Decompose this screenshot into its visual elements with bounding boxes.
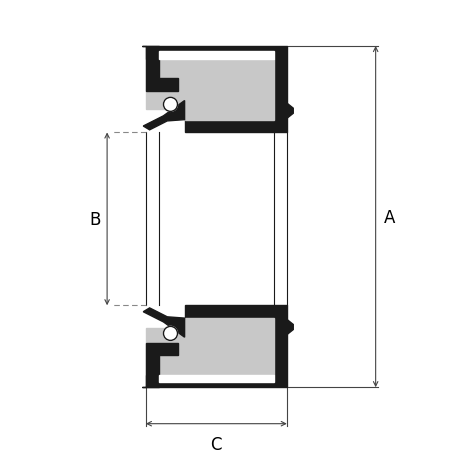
Polygon shape bbox=[143, 101, 184, 130]
Circle shape bbox=[163, 98, 177, 112]
Polygon shape bbox=[142, 47, 177, 91]
Polygon shape bbox=[158, 52, 274, 60]
Polygon shape bbox=[143, 308, 184, 337]
Text: B: B bbox=[89, 210, 100, 229]
Polygon shape bbox=[146, 47, 286, 133]
Text: A: A bbox=[383, 208, 394, 226]
Circle shape bbox=[163, 327, 177, 341]
Polygon shape bbox=[286, 319, 293, 335]
Polygon shape bbox=[158, 375, 274, 382]
Polygon shape bbox=[146, 306, 286, 387]
Polygon shape bbox=[142, 343, 177, 387]
Polygon shape bbox=[286, 104, 293, 119]
Polygon shape bbox=[146, 60, 274, 120]
Text: C: C bbox=[210, 435, 222, 453]
Polygon shape bbox=[146, 319, 274, 375]
